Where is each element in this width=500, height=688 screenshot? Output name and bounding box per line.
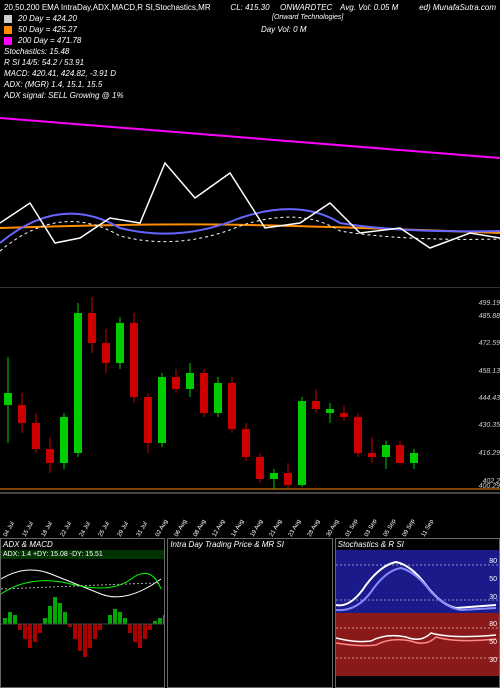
date-label: 18 Jul — [41, 521, 54, 538]
stoch-tick: 80 — [489, 558, 497, 565]
ma20-label: 20 Day = 424.20 — [18, 13, 77, 24]
price-label: 472.59 — [479, 340, 500, 347]
intraday-panel: Intra Day Trading Price & MR SI — [167, 538, 332, 688]
date-label: 15 Jul — [22, 521, 35, 538]
date-label: 02 Aug — [155, 519, 170, 538]
date-label: 23 Aug — [288, 519, 303, 538]
price-label: 430.35 — [479, 422, 500, 429]
avg-vol: Avg. Vol: 0.05 M — [340, 2, 398, 13]
stoch-title: Stochastics & R SI — [336, 539, 499, 550]
date-label: 01 Sep — [345, 519, 360, 538]
date-label: 21 Aug — [269, 519, 284, 538]
ma200-label: 200 Day = 471.78 — [18, 35, 81, 46]
date-axis: 04 Jul 15 Jul 18 Jul 22 Jul 24 Jul 25 Jul 29 J… — [0, 508, 500, 538]
symbol-desc: [Onward Technologies] — [272, 12, 343, 23]
date-label: 19 Aug — [250, 519, 265, 538]
adx-label: ADX: (MGR) 1.4, 15.1, 15.5 — [4, 79, 496, 90]
price-label: 444.43 — [479, 395, 500, 402]
candlestick-chart: 499.19 485.88 472.59 458.13 444.43 430.35 416.… — [0, 288, 500, 508]
rsi-tick: 30 — [489, 657, 497, 664]
stoch-tick: 50 — [489, 576, 497, 583]
date-label: 05 Sep — [383, 519, 398, 538]
date-label: 14 Aug — [231, 519, 246, 538]
date-label: 30 Aug — [326, 519, 341, 538]
stoch-rsi-panel: Stochastics & R SI 80 50 30 80 50 30 — [335, 538, 500, 688]
date-label: 29 Jul — [117, 521, 130, 538]
price-label: 499.19 — [479, 300, 500, 307]
stoch-label: Stochastics: 15.48 — [4, 46, 496, 57]
date-label: 04 Jul — [3, 521, 16, 538]
date-label: 03 Sep — [364, 519, 379, 538]
price-label: 400.29 — [479, 483, 500, 490]
date-label: 22 Jul — [60, 521, 73, 538]
rsi-tick: 50 — [489, 639, 497, 646]
indicators-list: 20,50,200 EMA IntraDay,ADX,MACD,R SI,Sto… — [4, 2, 211, 13]
macd-label: MACD: 420.41, 424.82, -3.91 D — [4, 68, 496, 79]
ma50-label: 50 Day = 425.27 — [18, 24, 77, 35]
price-label: 485.88 — [479, 313, 500, 320]
adx-signal: ADX signal: SELL Growing @ 1% — [4, 90, 496, 101]
chart-credit: ed) MunafaSutra.com — [419, 2, 496, 13]
rsi-tick: 80 — [489, 621, 497, 628]
bottom-panels: ADX & MACD ADX: 1.4 +DY: 15.08 -DY: 15.5… — [0, 538, 500, 688]
price-label: 416.29 — [479, 450, 500, 457]
date-label: 08 Aug — [193, 519, 208, 538]
close-price: CL: 415.30 — [230, 2, 269, 13]
date-label: 12 Aug — [212, 519, 227, 538]
date-label: 28 Aug — [307, 519, 322, 538]
intra-title: Intra Day Trading Price & MR SI — [168, 539, 331, 550]
adx-macd-panel: ADX & MACD ADX: 1.4 +DY: 15.08 -DY: 15.5… — [0, 538, 165, 688]
chart-header: 20,50,200 EMA IntraDay,ADX,MACD,R SI,Sto… — [0, 0, 500, 103]
stoch-tick: 30 — [489, 594, 497, 601]
date-label: 24 Jul — [79, 521, 92, 538]
date-label: 11 Sep — [421, 519, 435, 538]
rsi-label: R SI 14/5: 54.2 / 53.91 — [4, 57, 496, 68]
day-vol: Day Vol: 0 M — [261, 24, 307, 35]
price-label: 458.13 — [479, 368, 500, 375]
indicator-chart — [0, 103, 500, 288]
date-label: 06 Aug — [174, 519, 189, 538]
date-label: 25 Jul — [98, 521, 111, 538]
date-label: 31 Jul — [136, 521, 149, 538]
date-label: 09 Sep — [402, 519, 417, 538]
